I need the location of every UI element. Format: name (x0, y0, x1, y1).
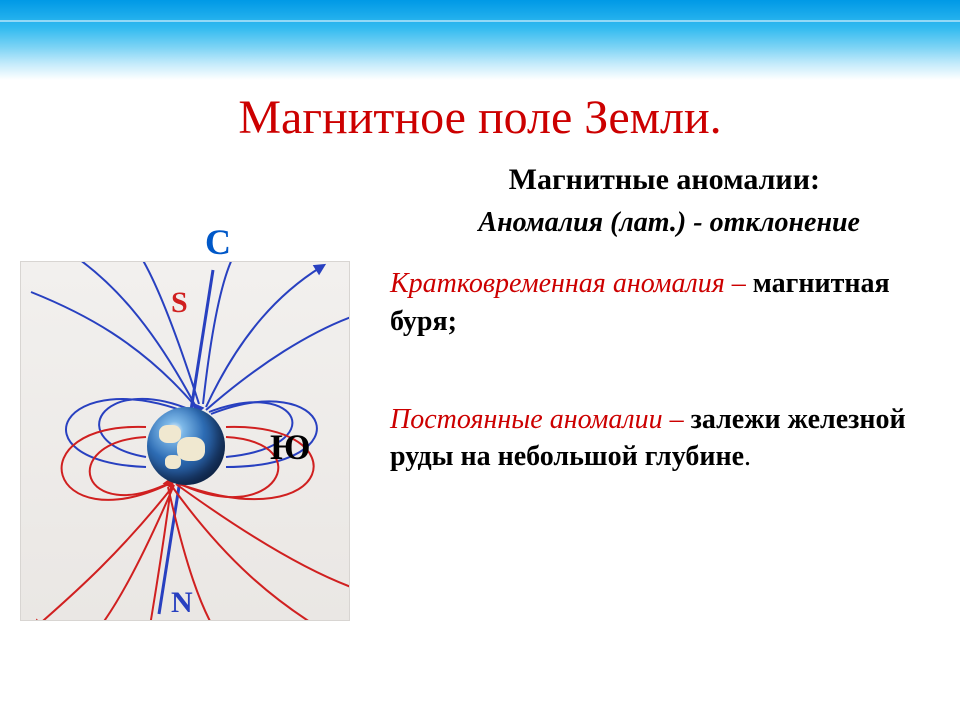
permanent-term: Постоянные аномалии (390, 404, 663, 435)
geographic-north-label: С (205, 221, 231, 263)
slide-title: Магнитное поле Земли. (40, 90, 920, 145)
magnetic-south-label: S (171, 286, 188, 319)
text-column: Кратковременная аномалия – магнитная бур… (370, 261, 920, 536)
earth-globe (147, 407, 225, 485)
short-term-anomaly-para: Кратковременная аномалия – магнитная бур… (390, 265, 920, 341)
slide-content: Магнитное поле Земли. Магнитные аномалии… (0, 80, 960, 641)
magnetic-north-label: N (171, 586, 193, 619)
permanent-anomaly-para: Постоянные аномалии – залежи железной ру… (390, 401, 920, 477)
diagram-column: С Ю (20, 261, 370, 621)
main-row: С Ю (40, 261, 920, 621)
anomaly-definition: Аномалия (лат.) - отклонение (40, 207, 920, 239)
short-term-term: Кратковременная аномалия (390, 268, 725, 299)
geographic-south-label: Ю (270, 426, 311, 468)
continent-shape (159, 425, 181, 443)
continent-shape (177, 437, 205, 461)
anomalies-heading: Магнитные аномалии: (509, 163, 820, 197)
subtitle-row: Магнитные аномалии: (40, 163, 920, 207)
continent-shape (165, 455, 181, 469)
header-gradient-band (0, 0, 960, 80)
